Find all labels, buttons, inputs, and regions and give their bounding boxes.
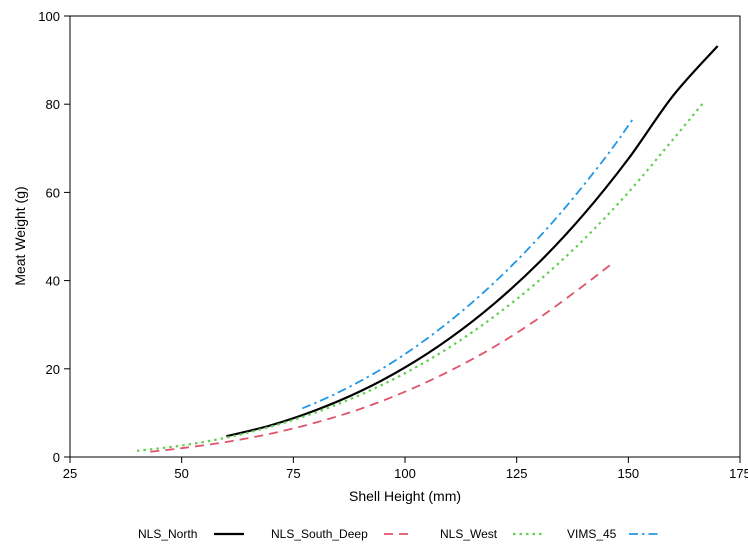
legend-label: VIMS_45 [567,527,617,541]
x-tick-label: 50 [174,466,188,481]
series-layer [136,45,719,453]
y-tick-label: 20 [46,362,60,377]
x-tick-label: 125 [506,466,528,481]
x-tick-label: 75 [286,466,300,481]
x-tick-label: 150 [617,466,639,481]
y-axis: 0 20 40 60 80 100 [38,9,70,465]
legend-label: NLS_West [440,527,498,541]
series-line [136,100,706,452]
x-tick-label: 175 [729,466,748,481]
x-axis: 25 50 75 100 125 150 175 [63,457,748,481]
y-tick-label: 60 [46,185,60,200]
legend: NLS_North NLS_South_Deep NLS_West VIMS_4… [138,527,659,541]
series-line [301,118,634,410]
y-tick-label: 40 [46,274,60,289]
x-tick-label: 25 [63,466,77,481]
x-tick-label: 100 [394,466,416,481]
x-axis-title: Shell Height (mm) [349,488,461,504]
series-line [150,264,612,453]
y-tick-label: 100 [38,9,60,24]
legend-label: NLS_North [138,527,197,541]
series-line [226,45,719,438]
legend-label: NLS_South_Deep [271,527,368,541]
y-tick-label: 80 [46,97,60,112]
y-axis-title: Meat Weight (g) [12,186,28,285]
y-tick-label: 0 [53,450,60,465]
